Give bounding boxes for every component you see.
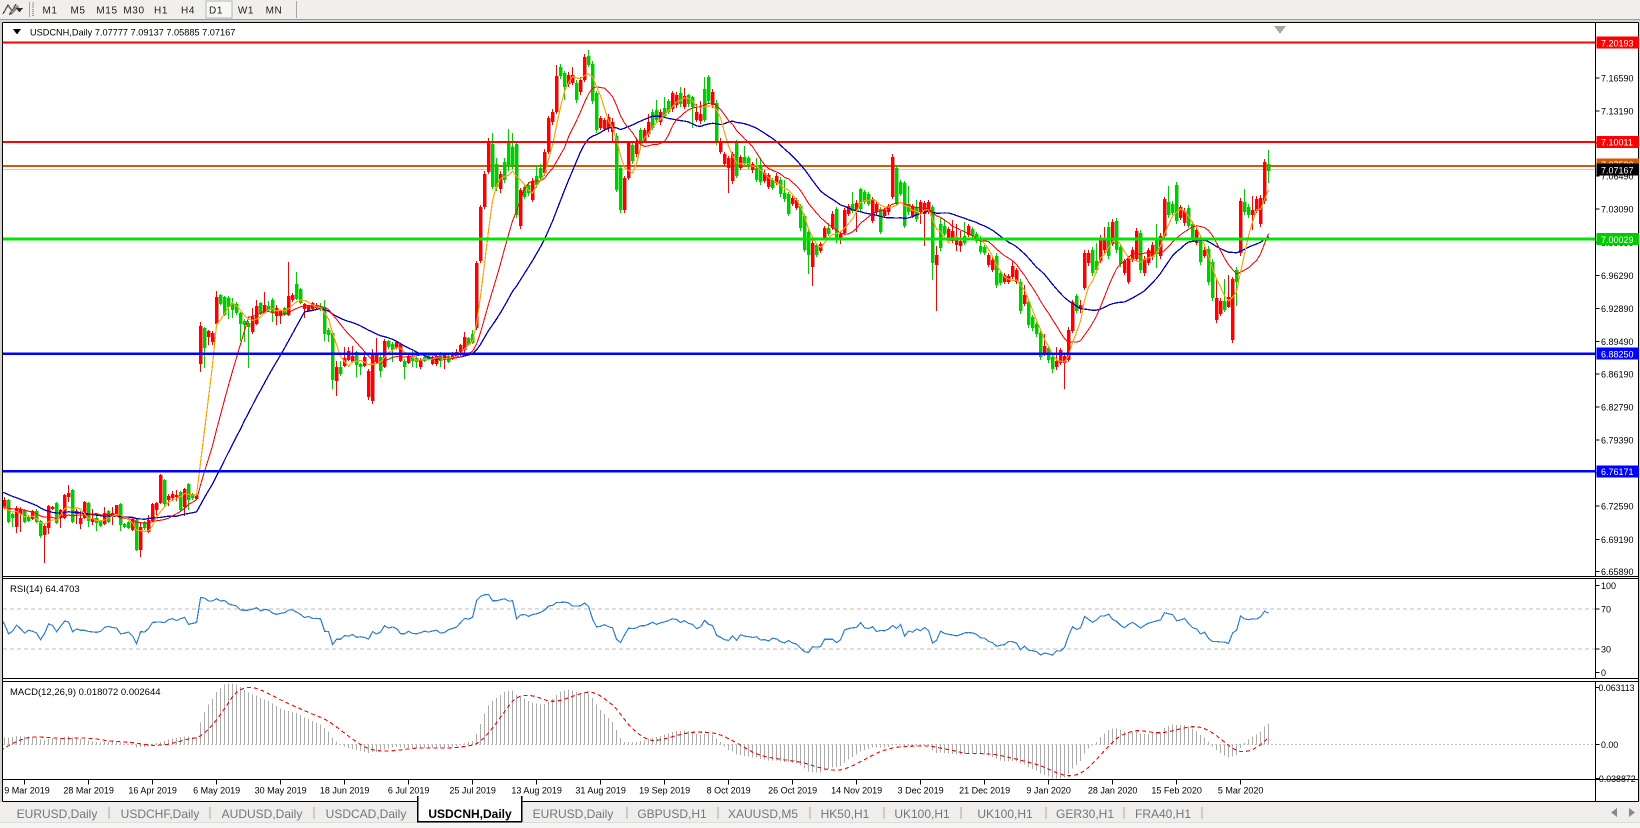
svg-text:28 Mar 2019: 28 Mar 2019 xyxy=(63,786,114,796)
svg-text:AUDUSD,Daily: AUDUSD,Daily xyxy=(222,807,303,821)
svg-text:GBPUSD,H1: GBPUSD,H1 xyxy=(637,807,707,821)
svg-text:31 Aug 2019: 31 Aug 2019 xyxy=(575,786,626,796)
svg-text:13 Aug 2019: 13 Aug 2019 xyxy=(511,786,562,796)
svg-text:6 May 2019: 6 May 2019 xyxy=(193,786,240,796)
svg-text:7.20193: 7.20193 xyxy=(1601,39,1634,49)
svg-text:HK50,H1: HK50,H1 xyxy=(821,807,870,821)
svg-text:100: 100 xyxy=(1601,581,1616,591)
svg-text:0.00: 0.00 xyxy=(1601,740,1618,750)
svg-text:7.00029: 7.00029 xyxy=(1601,235,1634,245)
svg-text:30: 30 xyxy=(1601,644,1611,654)
svg-text:D1: D1 xyxy=(209,6,223,17)
svg-text:6.65890: 6.65890 xyxy=(1601,567,1634,577)
svg-text:MACD(12,26,9) 0.018072 0.00264: MACD(12,26,9) 0.018072 0.002644 xyxy=(10,687,161,698)
svg-text:70: 70 xyxy=(1601,605,1611,615)
svg-text:6.69190: 6.69190 xyxy=(1601,535,1634,545)
svg-text:6.76171: 6.76171 xyxy=(1601,467,1634,477)
svg-text:14 Nov 2019: 14 Nov 2019 xyxy=(831,786,882,796)
svg-text:6.89490: 6.89490 xyxy=(1601,337,1634,347)
svg-text:MN: MN xyxy=(266,6,283,17)
svg-text:M1: M1 xyxy=(42,6,57,17)
svg-text:W1: W1 xyxy=(238,6,254,17)
svg-text:GER30,H1: GER30,H1 xyxy=(1056,807,1114,821)
svg-text:8 Oct 2019: 8 Oct 2019 xyxy=(707,786,751,796)
svg-text:5 Mar 2020: 5 Mar 2020 xyxy=(1218,786,1264,796)
svg-text:USDCNH,Daily 7.07777 7.09137: USDCNH,Daily 7.07777 7.09137 7.05885 7.0… xyxy=(30,28,235,38)
svg-text:-0.038872: -0.038872 xyxy=(1596,774,1636,784)
svg-text:18 Jun 2019: 18 Jun 2019 xyxy=(320,786,370,796)
svg-text:UK100,H1: UK100,H1 xyxy=(977,807,1033,821)
svg-text:28 Jan 2020: 28 Jan 2020 xyxy=(1088,786,1138,796)
svg-text:M30: M30 xyxy=(123,6,144,17)
svg-text:UK100,H1: UK100,H1 xyxy=(894,807,950,821)
svg-text:FRA40,H1: FRA40,H1 xyxy=(1135,807,1191,821)
svg-text:RSI(14) 64.4703: RSI(14) 64.4703 xyxy=(10,584,80,595)
svg-text:6.88250: 6.88250 xyxy=(1601,350,1634,360)
svg-text:7.07167: 7.07167 xyxy=(1601,165,1634,175)
svg-text:7.10011: 7.10011 xyxy=(1601,138,1633,148)
svg-text:EURUSD,Daily: EURUSD,Daily xyxy=(533,807,614,821)
svg-text:6.96290: 6.96290 xyxy=(1601,271,1634,281)
svg-text:6.82790: 6.82790 xyxy=(1601,402,1634,412)
svg-text:6.92890: 6.92890 xyxy=(1601,304,1634,314)
svg-text:7.06490: 7.06490 xyxy=(1601,172,1634,182)
svg-text:EURUSD,Daily: EURUSD,Daily xyxy=(17,807,98,821)
svg-text:6.86190: 6.86190 xyxy=(1601,369,1634,379)
svg-text:H1: H1 xyxy=(154,6,168,17)
svg-text:16 Apr 2019: 16 Apr 2019 xyxy=(128,786,177,796)
svg-text:9 Jan 2020: 9 Jan 2020 xyxy=(1026,786,1071,796)
svg-text:0.063113: 0.063113 xyxy=(1599,683,1635,693)
svg-text:M15: M15 xyxy=(96,6,117,17)
svg-text:6.72590: 6.72590 xyxy=(1601,502,1634,512)
svg-text:XAUUSD,M5: XAUUSD,M5 xyxy=(728,807,798,821)
svg-text:USDCNH,Daily: USDCNH,Daily xyxy=(428,807,512,821)
svg-text:30 May 2019: 30 May 2019 xyxy=(255,786,307,796)
svg-text:USDCHF,Daily: USDCHF,Daily xyxy=(121,807,200,821)
svg-text:7.13190: 7.13190 xyxy=(1601,106,1634,116)
svg-text:H4: H4 xyxy=(181,6,195,17)
svg-text:M5: M5 xyxy=(70,6,85,17)
svg-text:3 Dec 2019: 3 Dec 2019 xyxy=(898,786,944,796)
svg-text:15 Feb 2020: 15 Feb 2020 xyxy=(1151,786,1202,796)
svg-text:7.03090: 7.03090 xyxy=(1601,205,1634,215)
svg-text:7.16590: 7.16590 xyxy=(1601,73,1634,83)
svg-text:21 Dec 2019: 21 Dec 2019 xyxy=(959,786,1010,796)
svg-text:6 Jul 2019: 6 Jul 2019 xyxy=(388,786,430,796)
svg-text:0: 0 xyxy=(1601,668,1606,678)
svg-text:9 Mar 2019: 9 Mar 2019 xyxy=(4,786,50,796)
svg-text:6.79390: 6.79390 xyxy=(1601,436,1634,446)
svg-text:USDCAD,Daily: USDCAD,Daily xyxy=(326,807,407,821)
svg-text:26 Oct 2019: 26 Oct 2019 xyxy=(768,786,817,796)
svg-text:19 Sep 2019: 19 Sep 2019 xyxy=(639,786,690,796)
svg-text:25 Jul 2019: 25 Jul 2019 xyxy=(449,786,496,796)
